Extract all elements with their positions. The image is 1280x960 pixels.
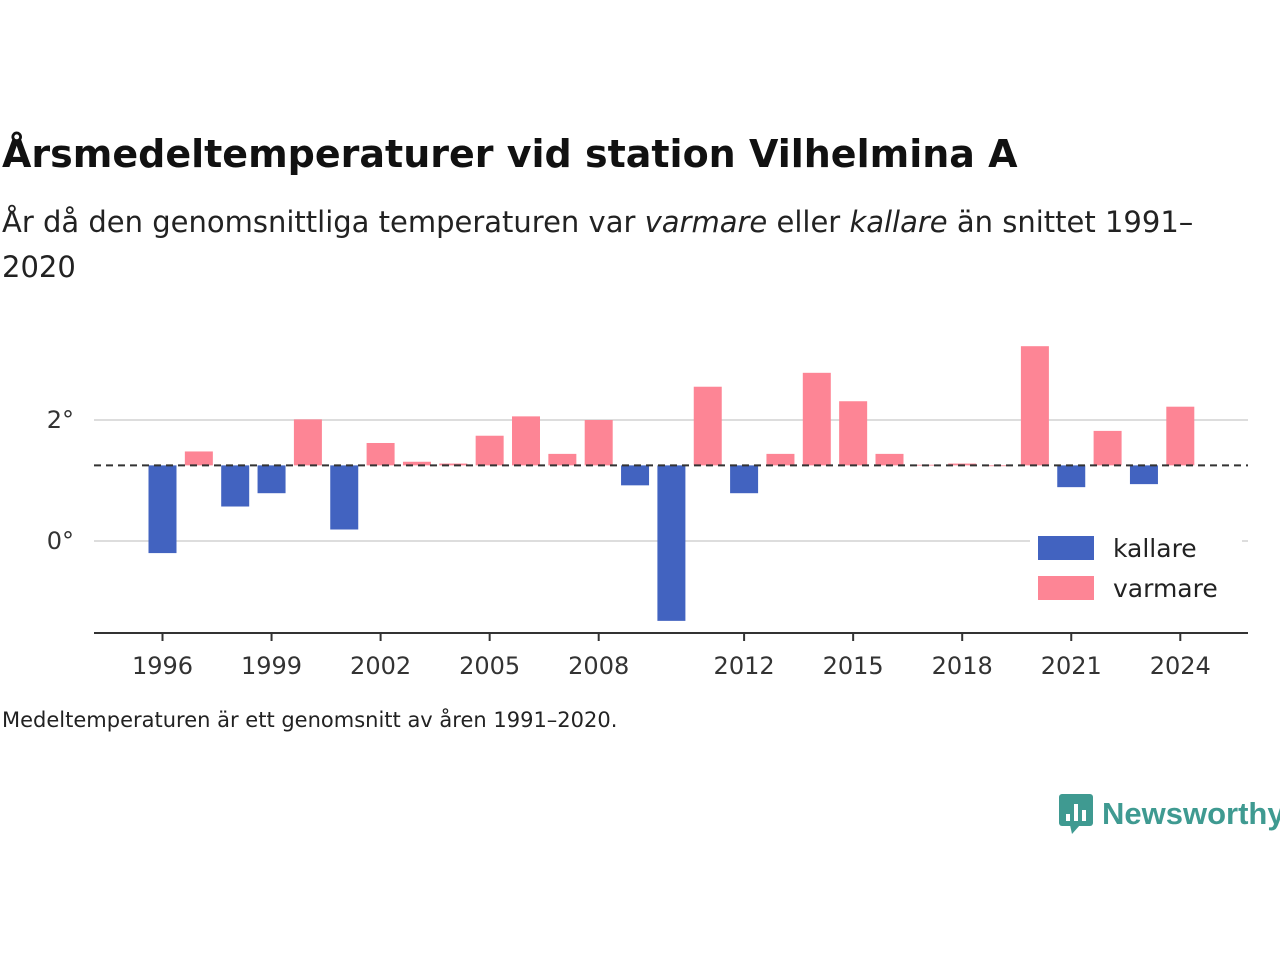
bar-2000 bbox=[293, 419, 322, 466]
subtitle-warmer: varmare bbox=[644, 205, 768, 239]
bar-2014 bbox=[802, 372, 831, 466]
x-tick-label: 2018 bbox=[932, 652, 993, 680]
x-tick-label: 2024 bbox=[1150, 652, 1211, 680]
bar-2012 bbox=[730, 465, 759, 494]
legend-swatch-varmare bbox=[1038, 576, 1094, 600]
bar-1999 bbox=[257, 465, 286, 494]
newsworthy-logo: Newsworthy bbox=[1058, 790, 1280, 838]
bar-2013 bbox=[766, 453, 795, 466]
logo-text: Newsworthy bbox=[1102, 796, 1280, 831]
x-tick-label: 1999 bbox=[241, 652, 302, 680]
bar-2009 bbox=[621, 465, 650, 486]
legend: kallare varmare bbox=[1030, 532, 1242, 608]
bar-2007 bbox=[548, 453, 577, 466]
bar-2010 bbox=[657, 465, 686, 621]
subtitle-part1: År då den genomsnittliga temperaturen va… bbox=[2, 205, 645, 239]
y-tick-label: 0° bbox=[47, 527, 74, 555]
x-tick-label: 2002 bbox=[350, 652, 411, 680]
bar-2023 bbox=[1129, 465, 1158, 485]
bar-2022 bbox=[1093, 430, 1122, 466]
bar-2006 bbox=[512, 416, 540, 466]
legend-label-varmare: varmare bbox=[1113, 574, 1218, 603]
y-tick-label: 2° bbox=[47, 406, 74, 434]
bar-2011 bbox=[693, 386, 722, 466]
x-tick-label: 2008 bbox=[568, 652, 629, 680]
x-tick-label: 1996 bbox=[132, 652, 193, 680]
bar-chart: 0° 2° 1996 1999 2002 2005 2008 2012 2015 2018 202… bbox=[47, 346, 1248, 680]
bar-2024 bbox=[1166, 406, 1195, 466]
chart-subtitle: År då den genomsnittliga temperaturen va… bbox=[2, 200, 1242, 290]
bar-1996 bbox=[148, 465, 177, 554]
bar-2001 bbox=[330, 465, 359, 530]
chart-caption: Medeltemperaturen är ett genomsnitt av å… bbox=[2, 708, 618, 732]
newsworthy-chart-bubble-icon bbox=[1059, 794, 1093, 834]
x-axis: 1996 1999 2002 2005 2008 2012 2015 2018 2021 2024 bbox=[94, 632, 1248, 680]
x-tick-label: 2021 bbox=[1041, 652, 1102, 680]
subtitle-part2: eller bbox=[767, 205, 850, 239]
legend-label-kallare: kallare bbox=[1113, 534, 1197, 563]
subtitle-part3: än snittet 1991–2020 bbox=[2, 205, 1194, 284]
x-tick-label: 2015 bbox=[823, 652, 884, 680]
bar-2015 bbox=[839, 401, 868, 466]
bar-2016 bbox=[875, 453, 904, 466]
x-tick-label: 2012 bbox=[714, 652, 775, 680]
bar-2002 bbox=[366, 442, 395, 466]
bar-2003 bbox=[402, 461, 431, 466]
bar-2021 bbox=[1057, 465, 1086, 488]
bar-1997 bbox=[184, 451, 213, 466]
bar-2020 bbox=[1020, 346, 1049, 466]
bar-2008 bbox=[584, 420, 613, 466]
x-tick-label: 2005 bbox=[459, 652, 520, 680]
bar-2004 bbox=[439, 463, 468, 466]
chart-title: Årsmedeltemperaturer vid station Vilhelm… bbox=[2, 132, 1018, 176]
legend-swatch-kallare bbox=[1038, 536, 1094, 560]
bar-2005 bbox=[475, 435, 504, 466]
bar-1998 bbox=[221, 465, 250, 507]
subtitle-colder: kallare bbox=[849, 205, 948, 239]
